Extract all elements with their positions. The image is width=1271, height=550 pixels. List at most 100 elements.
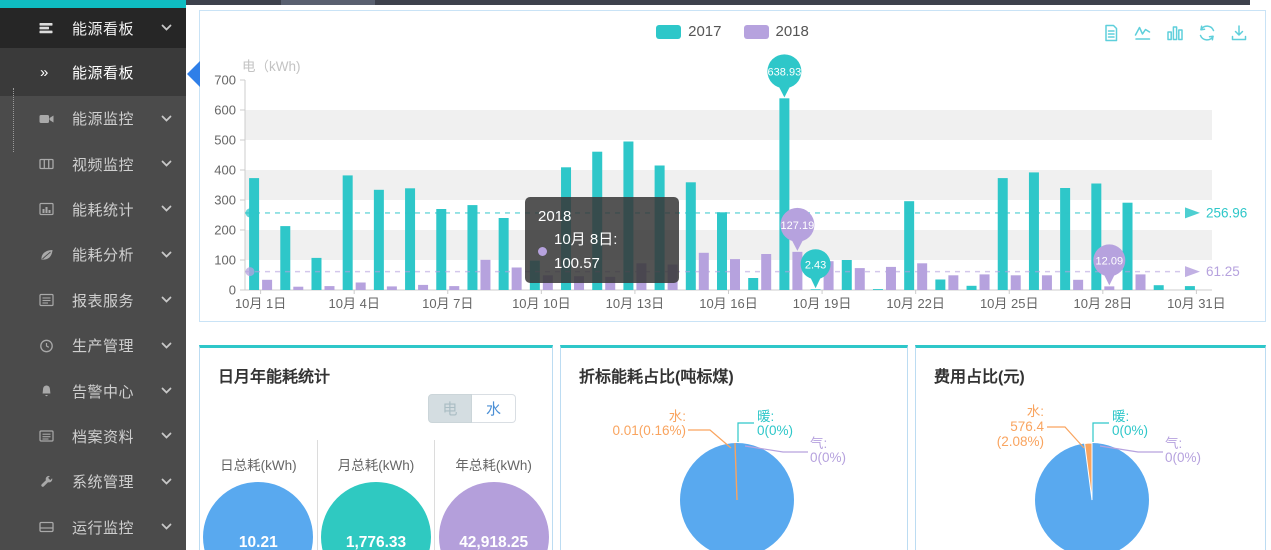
bar-2017-day28[interactable] xyxy=(1091,183,1102,291)
bar-2017-day6[interactable] xyxy=(405,188,416,290)
bar-2018-day20[interactable] xyxy=(854,268,865,290)
sidebar-item[interactable]: 生产管理 xyxy=(0,323,186,368)
main-top-bar-tab xyxy=(281,0,375,5)
sidebar-item-label: 能耗分析 xyxy=(72,247,135,265)
legend-label-2018: 2018 xyxy=(775,23,809,40)
bar-2017-day16[interactable] xyxy=(717,212,727,290)
bar-2018-day8[interactable] xyxy=(480,259,491,290)
bar-2017-day30[interactable] xyxy=(1153,285,1164,290)
svg-text:300: 300 xyxy=(214,193,236,208)
sidebar-item-label: 运行监控 xyxy=(72,519,135,537)
bar-2018-day7[interactable] xyxy=(449,286,460,290)
bar-2017-day18[interactable] xyxy=(779,98,790,290)
bar-chart-toggle-icon[interactable] xyxy=(1165,23,1185,43)
bar-2018-day15[interactable] xyxy=(698,252,709,290)
bar-2018-day12[interactable] xyxy=(605,276,616,290)
sidebar-item[interactable]: 系统管理 xyxy=(0,459,186,504)
bar-2018-day4[interactable] xyxy=(355,282,366,291)
bar-2017-day7[interactable] xyxy=(436,209,447,290)
bar-2017-day1[interactable] xyxy=(249,178,260,290)
bar-2017-day8[interactable] xyxy=(467,205,478,290)
legend-item-2017[interactable]: 2017 xyxy=(656,23,722,40)
sidebar-item-energy-dashboard-parent[interactable]: 能源看板 xyxy=(0,8,186,48)
bar-2017-day5[interactable] xyxy=(373,189,384,290)
bar-2018-day25[interactable] xyxy=(1010,275,1021,290)
sidebar-item[interactable]: 视频监控 xyxy=(0,141,186,186)
mark-point-12.09 xyxy=(1093,244,1126,277)
energy-trend-panel: 电（kWh) 2017 2018 0 100 200 300 400 500 600 700 1… xyxy=(199,10,1266,322)
legend-item-2018[interactable]: 2018 xyxy=(743,23,809,40)
bar-2018-day1[interactable] xyxy=(262,279,273,290)
bar-2017-day25[interactable] xyxy=(997,178,1008,290)
bar-2017-day17[interactable] xyxy=(748,278,759,290)
svg-text:10月 22日: 10月 22日 xyxy=(886,296,945,311)
sidebar-item[interactable]: 告警中心 xyxy=(0,368,186,413)
sidebar-item[interactable]: 报表服务 xyxy=(0,278,186,323)
toggle-electric-button[interactable]: 电 xyxy=(428,394,472,423)
sidebar-item[interactable]: 档案资料 xyxy=(0,414,186,459)
pie-label: 气: xyxy=(810,436,827,451)
chevron-down-icon xyxy=(161,24,172,32)
line-chart-toggle-icon[interactable] xyxy=(1133,23,1153,43)
bar-2017-day29[interactable] xyxy=(1122,202,1133,290)
toggle-water-button[interactable]: 水 xyxy=(472,394,516,423)
bar-2017-day27[interactable] xyxy=(1060,188,1071,290)
pie-label: (2.08%) xyxy=(997,434,1044,449)
bar-2017-day2[interactable] xyxy=(280,226,291,290)
bar-2018-day9[interactable] xyxy=(511,267,522,291)
bar-2018-day29[interactable] xyxy=(1135,274,1146,290)
sidebar-item[interactable]: 能源监控 xyxy=(0,96,186,141)
metric-monthly-label: 月总耗(kWh) xyxy=(337,458,415,473)
bar-2018-day26[interactable] xyxy=(1041,275,1052,290)
legend-swatch-2018 xyxy=(743,24,769,39)
svg-text:10月 4日: 10月 4日 xyxy=(329,296,380,311)
bar-2017-day20[interactable] xyxy=(841,260,852,290)
bar-2017-day3[interactable] xyxy=(311,257,322,290)
bar-2017-day9[interactable] xyxy=(498,218,509,290)
bar-2018-day11[interactable] xyxy=(574,276,585,290)
bar-2017-day4[interactable] xyxy=(342,175,353,290)
standard-coal-pie-chart[interactable]: 水:0.01(0.16%)暖:0(0%)气:0(0%) xyxy=(561,388,907,550)
daily-energy-bar-chart[interactable]: 0 100 200 300 400 500 600 700 10月 1日 10月 4日 10月 7日… xyxy=(200,11,1265,321)
bar-2017-day24[interactable] xyxy=(966,285,977,290)
svg-text:256.96: 256.96 xyxy=(1206,205,1247,220)
bar-2017-day15[interactable] xyxy=(685,182,696,290)
sidebar-item-label: 能源看板 xyxy=(72,20,135,38)
sidebar-item-energy-dashboard-active[interactable]: » 能源看板 xyxy=(0,48,186,152)
chevron-down-icon xyxy=(161,251,172,259)
sidebar-item-label: 能耗统计 xyxy=(72,201,135,219)
bar-2018-day27[interactable] xyxy=(1073,279,1084,290)
bar-2018-day21[interactable] xyxy=(885,266,896,290)
bar-2018-day24[interactable] xyxy=(979,274,990,290)
bar-2017-day19[interactable] xyxy=(810,289,821,290)
main-top-bar xyxy=(186,0,1250,5)
svg-text:10月 7日: 10月 7日 xyxy=(422,296,473,311)
bar-2018-day2[interactable] xyxy=(293,286,304,290)
svg-text:400: 400 xyxy=(214,163,236,178)
bar-2017-day31[interactable] xyxy=(1184,286,1195,290)
bar-2018-day23[interactable] xyxy=(948,275,959,290)
restore-icon[interactable] xyxy=(1197,23,1217,43)
svg-text:100: 100 xyxy=(214,253,236,268)
bar-2018-day3[interactable] xyxy=(324,286,335,290)
sidebar-item[interactable]: 能耗分析 xyxy=(0,232,186,277)
bar-2017-day26[interactable] xyxy=(1028,172,1039,290)
bar-2018-day28[interactable] xyxy=(1104,286,1115,290)
bar-2018-day6[interactable] xyxy=(418,284,429,290)
bar-2017-day23[interactable] xyxy=(935,279,946,291)
bar-2018-day22[interactable] xyxy=(917,263,928,290)
pie-label: 水: xyxy=(1027,404,1044,419)
save-image-icon[interactable] xyxy=(1229,23,1249,43)
archive-icon xyxy=(38,428,56,444)
bar-2018-day19[interactable] xyxy=(823,261,834,290)
bar-2017-day22[interactable] xyxy=(904,201,915,290)
sidebar-item[interactable]: 运行监控 xyxy=(0,505,186,550)
sidebar-item[interactable]: 能耗统计 xyxy=(0,187,186,232)
bar-2018-day16[interactable] xyxy=(730,259,740,290)
cost-share-pie-chart[interactable]: 水:576.4(2.08%)暖:0(0%)气:0(0%) xyxy=(916,388,1265,550)
bar-2017-day21[interactable] xyxy=(872,289,883,290)
bar-2018-day5[interactable] xyxy=(386,286,397,290)
mark-point-127.19 xyxy=(780,207,815,242)
data-view-icon[interactable] xyxy=(1101,23,1121,43)
chevron-down-icon xyxy=(161,342,172,350)
